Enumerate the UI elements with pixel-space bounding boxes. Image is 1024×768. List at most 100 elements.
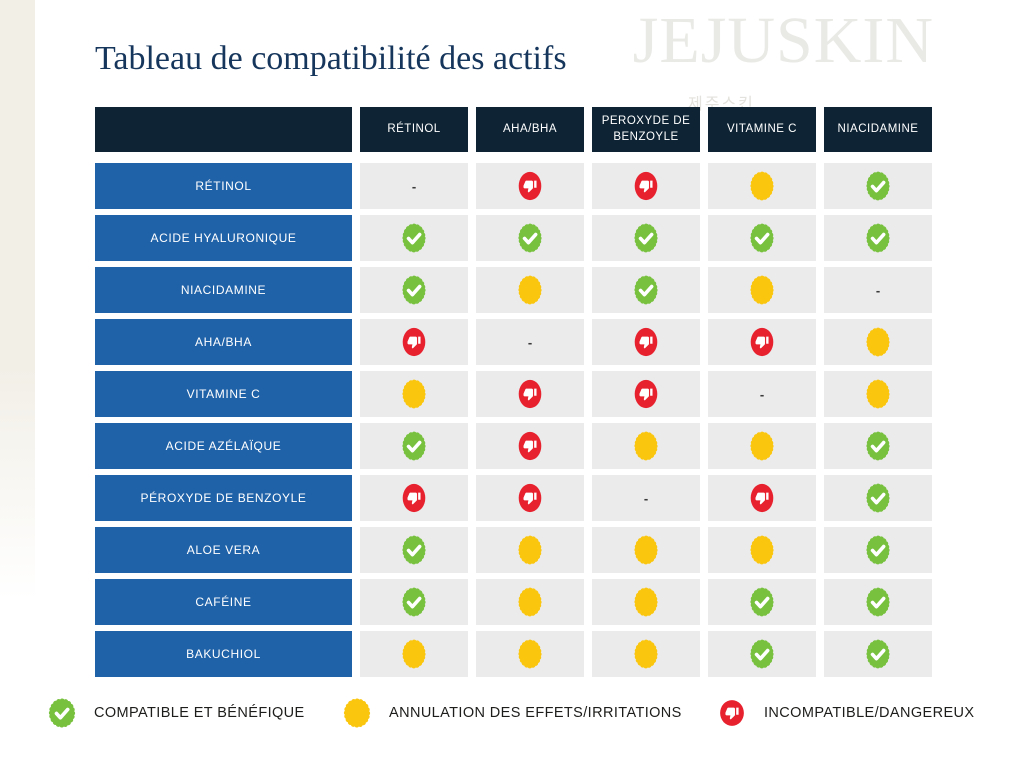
dot-badge-icon (750, 431, 774, 461)
table-corner-cell (95, 107, 352, 152)
compat-cell (824, 631, 932, 677)
dot-badge-icon (518, 275, 542, 305)
thumbs-down-badge-icon (518, 431, 542, 461)
dot-badge-icon (866, 379, 890, 409)
compat-cell (476, 579, 584, 625)
dash-value: - (875, 282, 881, 298)
dash-value: - (527, 334, 533, 350)
check-badge-icon (866, 483, 890, 513)
page-title: Tableau de compatibilité des actifs (95, 40, 567, 77)
check-badge-icon (402, 223, 426, 253)
row-header: NIACIDAMINE (95, 267, 352, 313)
check-badge-icon (634, 223, 658, 253)
compat-cell (708, 267, 816, 313)
compat-cell (592, 423, 700, 469)
table-header-row: RÉTINOL AHA/BHA PEROXYDE DE BENZOYLE VITAMI… (95, 107, 932, 152)
dot-badge-icon (750, 535, 774, 565)
table-row: AHA/BHA - (95, 319, 932, 365)
compat-cell (476, 631, 584, 677)
compat-cell (360, 527, 468, 573)
compat-cell (360, 215, 468, 261)
table-row: ACIDE HYALURONIQUE (95, 215, 932, 261)
dot-badge-icon (343, 698, 371, 728)
column-header-label: PEROXYDE DE BENZOYLE (601, 114, 691, 143)
compat-cell (360, 475, 468, 521)
thumbs-down-badge-icon (518, 171, 542, 201)
compat-cell (708, 163, 816, 209)
compat-cell (592, 371, 700, 417)
compat-cell (476, 163, 584, 209)
dot-badge-icon (750, 171, 774, 201)
column-header: AHA/BHA (476, 107, 584, 152)
compat-cell (708, 527, 816, 573)
compat-cell: - (476, 319, 584, 365)
check-badge-icon (866, 171, 890, 201)
dot-badge-icon (634, 535, 658, 565)
dot-badge-icon (402, 379, 426, 409)
check-badge-icon (402, 275, 426, 305)
compat-cell (592, 215, 700, 261)
dot-badge-icon (518, 535, 542, 565)
compat-cell (824, 371, 932, 417)
check-badge-icon (866, 223, 890, 253)
compat-cell (824, 163, 932, 209)
compat-cell (824, 475, 932, 521)
row-header: VITAMINE C (95, 371, 352, 417)
compat-cell (476, 267, 584, 313)
thumbs-down-badge-icon (634, 327, 658, 357)
column-header-label: RÉTINOL (387, 122, 441, 135)
dot-badge-icon (634, 639, 658, 669)
table-row: PÉROXYDE DE BENZOYLE - (95, 475, 932, 521)
check-badge-icon (750, 639, 774, 669)
legend-item-label: COMPATIBLE ET BÉNÉFIQUE (94, 705, 305, 721)
compat-cell (824, 579, 932, 625)
dot-badge-icon (866, 327, 890, 357)
table-row: RÉTINOL - (95, 163, 932, 209)
thumbs-down-badge-icon (518, 379, 542, 409)
compat-cell (476, 475, 584, 521)
compat-cell (824, 423, 932, 469)
legend-item: INCOMPATIBLE/DANGEREUX (715, 694, 975, 732)
thumbs-down-badge-icon (402, 483, 426, 513)
thumbs-down-badge-icon (750, 327, 774, 357)
column-header: PEROXYDE DE BENZOYLE (592, 107, 700, 152)
column-header-label: NIACIDAMINE (837, 122, 919, 135)
row-header: ACIDE HYALURONIQUE (95, 215, 352, 261)
row-header: BAKUCHIOL (95, 631, 352, 677)
thumbs-down-badge-icon (634, 379, 658, 409)
compat-cell (708, 423, 816, 469)
compat-cell (592, 163, 700, 209)
compat-cell: - (824, 267, 932, 313)
column-header-label: VITAMINE C (727, 122, 797, 135)
row-header: PÉROXYDE DE BENZOYLE (95, 475, 352, 521)
compat-cell (592, 527, 700, 573)
compat-cell (592, 579, 700, 625)
dot-badge-icon (518, 587, 542, 617)
check-badge-icon (866, 535, 890, 565)
compat-cell (360, 579, 468, 625)
row-header: RÉTINOL (95, 163, 352, 209)
compat-cell (824, 527, 932, 573)
check-badge-icon (402, 587, 426, 617)
check-badge-icon (402, 535, 426, 565)
compat-cell (592, 319, 700, 365)
check-badge-icon (866, 639, 890, 669)
table-row: ALOE VERA (95, 527, 932, 573)
thumbs-down-badge-icon (402, 327, 426, 357)
compat-cell (708, 631, 816, 677)
dot-badge-icon (634, 587, 658, 617)
table-row: CAFÉINE (95, 579, 932, 625)
dot-badge-icon (518, 639, 542, 669)
page: JEJUSKIN 제주스킨 Tableau de compatibilité d… (35, 0, 990, 768)
compat-cell (708, 579, 816, 625)
table-row: ACIDE AZÉLAÏQUE (95, 423, 932, 469)
dash-value: - (643, 490, 649, 506)
column-header: NIACIDAMINE (824, 107, 932, 152)
thumbs-down-badge-icon (720, 700, 744, 726)
legend-item: ANNULATION DES EFFETS/IRRITATIONS (340, 694, 682, 732)
legend-item: COMPATIBLE ET BÉNÉFIQUE (45, 694, 305, 732)
dash-value: - (759, 386, 765, 402)
compat-cell (824, 319, 932, 365)
check-badge-icon (750, 223, 774, 253)
